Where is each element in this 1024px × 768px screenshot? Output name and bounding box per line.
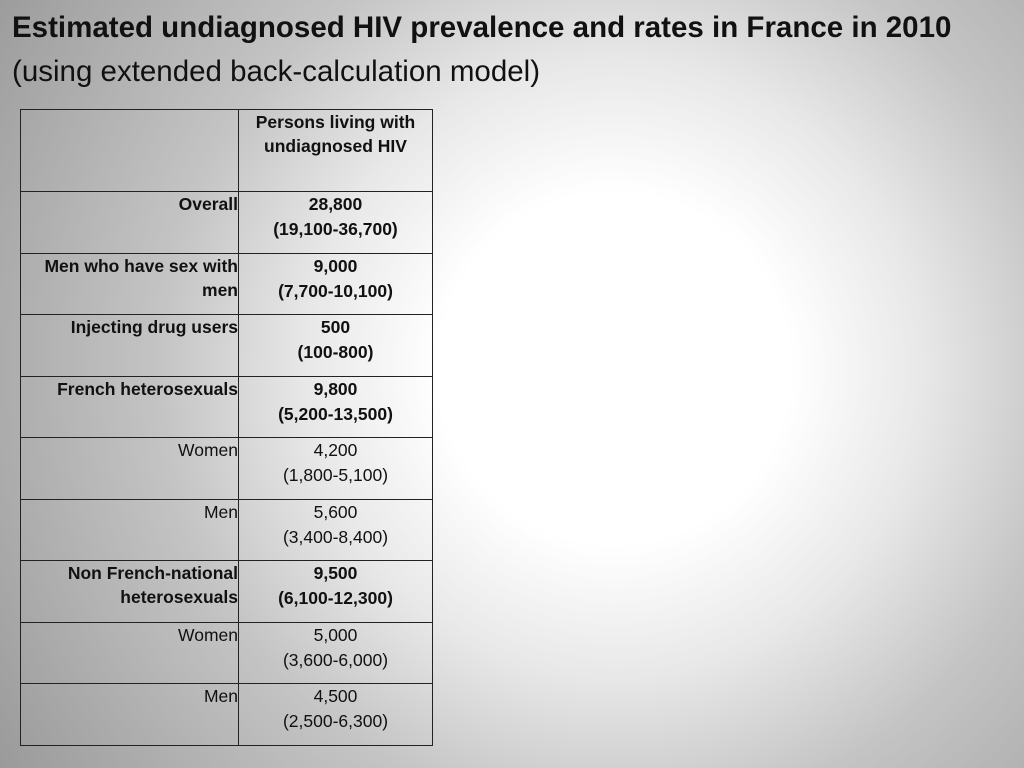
estimate-value: 4,200	[313, 440, 358, 460]
estimate-value: 9,500	[313, 563, 358, 583]
row-label: Men	[20, 498, 239, 561]
estimate-value: 4,500	[313, 686, 358, 706]
row-label: Women	[20, 437, 239, 500]
row-label: Men	[20, 683, 239, 746]
estimate-value: 28,800	[308, 194, 363, 214]
estimate-value: 500	[320, 317, 351, 337]
table-row: Non French-national heterosexuals 9,500 (6…	[20, 560, 433, 623]
table-row: Men 5,600 (3,400-8,400)	[20, 498, 433, 561]
header-empty-cell	[20, 109, 239, 192]
table-row: Injecting drug users 500 (100-800)	[20, 314, 433, 377]
confidence-range: (5,200-13,500)	[278, 403, 393, 424]
row-value: 9,500 (6,100-12,300)	[238, 560, 433, 623]
row-value: 500 (100-800)	[238, 314, 433, 377]
confidence-range: (3,400-8,400)	[282, 526, 389, 547]
confidence-range: (2,500-6,300)	[282, 711, 389, 731]
row-value: 9,000 (7,700-10,100)	[238, 252, 433, 315]
table-row: French heterosexuals 9,800 (5,200-13,500)	[20, 375, 433, 438]
slide-title: Estimated undiagnosed HIV prevalence and…	[12, 6, 1017, 94]
row-label: Non French-national heterosexuals	[20, 560, 239, 623]
table-row: Women 5,000 (3,600-6,000)	[20, 621, 433, 684]
estimate-value: 9,800	[313, 378, 358, 399]
table-body: Overall 28,800 (19,100-36,700) Men who have…	[20, 191, 433, 746]
table-row: Women 4,200 (1,800-5,100)	[20, 437, 433, 500]
estimate-value: 5,000	[313, 624, 358, 645]
row-label: Women	[20, 621, 239, 684]
estimate-value: 9,000	[313, 255, 358, 276]
slide-title-subtitle: (using extended back-calculation model)	[12, 55, 541, 88]
row-label: Overall	[20, 191, 239, 254]
table-row: Men who have sex with men 9,000 (7,700-10,…	[20, 252, 433, 315]
table-header-row: Persons living with undiagnosed HIV	[20, 109, 433, 192]
row-value: 4,200 (1,800-5,100)	[238, 437, 433, 500]
hiv-prevalence-table: Persons living with undiagnosed HIV Over…	[20, 109, 433, 746]
confidence-range: (19,100-36,700)	[273, 219, 398, 239]
row-label: Injecting drug users	[20, 314, 239, 377]
confidence-range: (7,700-10,100)	[278, 280, 393, 301]
header-persons-living-undiagnosed: Persons living with undiagnosed HIV	[238, 109, 433, 192]
confidence-range: (1,800-5,100)	[282, 465, 389, 485]
slide-title-main: Estimated undiagnosed HIV prevalence and…	[12, 11, 952, 44]
confidence-range: (3,600-6,000)	[282, 649, 389, 670]
row-label: French heterosexuals	[20, 375, 239, 438]
confidence-range: (100-800)	[297, 342, 374, 362]
confidence-range: (6,100-12,300)	[278, 588, 393, 608]
row-value: 9,800 (5,200-13,500)	[238, 375, 433, 438]
row-value: 5,600 (3,400-8,400)	[238, 498, 433, 561]
row-label: Men who have sex with men	[20, 252, 239, 315]
table-row: Overall 28,800 (19,100-36,700)	[20, 191, 433, 254]
row-value: 28,800 (19,100-36,700)	[238, 191, 433, 254]
estimate-value: 5,600	[313, 501, 358, 522]
table-row: Men 4,500 (2,500-6,300)	[20, 683, 433, 746]
row-value: 4,500 (2,500-6,300)	[238, 683, 433, 746]
row-value: 5,000 (3,600-6,000)	[238, 621, 433, 684]
